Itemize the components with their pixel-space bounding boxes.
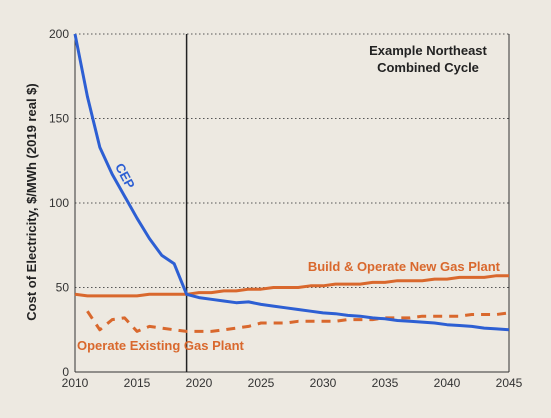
series-line-new-gas — [74, 274, 509, 298]
y-tick-label: 0 — [62, 365, 69, 379]
x-tick-label: 2035 — [372, 376, 399, 390]
series-label-existing-gas: Operate Existing Gas Plant — [77, 338, 245, 353]
x-tick-label: 2045 — [496, 376, 523, 390]
x-tick-label: 2015 — [124, 376, 151, 390]
series-line-cep — [73, 33, 510, 332]
series-label-new-gas: Build & Operate New Gas Plant — [308, 259, 501, 274]
x-tick-label: 2010 — [62, 376, 89, 390]
y-tick-label: 150 — [49, 112, 69, 126]
x-tick-label: 2040 — [434, 376, 461, 390]
y-tick-label: 200 — [49, 27, 69, 41]
series-lines — [73, 33, 510, 333]
series-label-cep: CEP — [112, 161, 138, 192]
axes: 0 50 100 150 200 2010 2015 2020 2025 2030 2035 2040… — [49, 27, 523, 390]
x-tick-label: 2030 — [310, 376, 337, 390]
x-tick-label: 2020 — [186, 376, 213, 390]
chart-annotation-line-1: Example Northeast — [369, 43, 487, 58]
series-line-existing-gas — [86, 310, 510, 333]
y-axis-title: Cost of Electricity, $/MWh (2019 real $) — [24, 83, 39, 320]
x-tick-label: 2025 — [248, 376, 275, 390]
y-tick-label: 100 — [49, 196, 69, 210]
chart-annotation-line-2: Combined Cycle — [377, 60, 479, 75]
labels: Example Northeast Combined Cycle Cost of… — [24, 43, 501, 353]
y-tick-label: 50 — [56, 281, 70, 295]
